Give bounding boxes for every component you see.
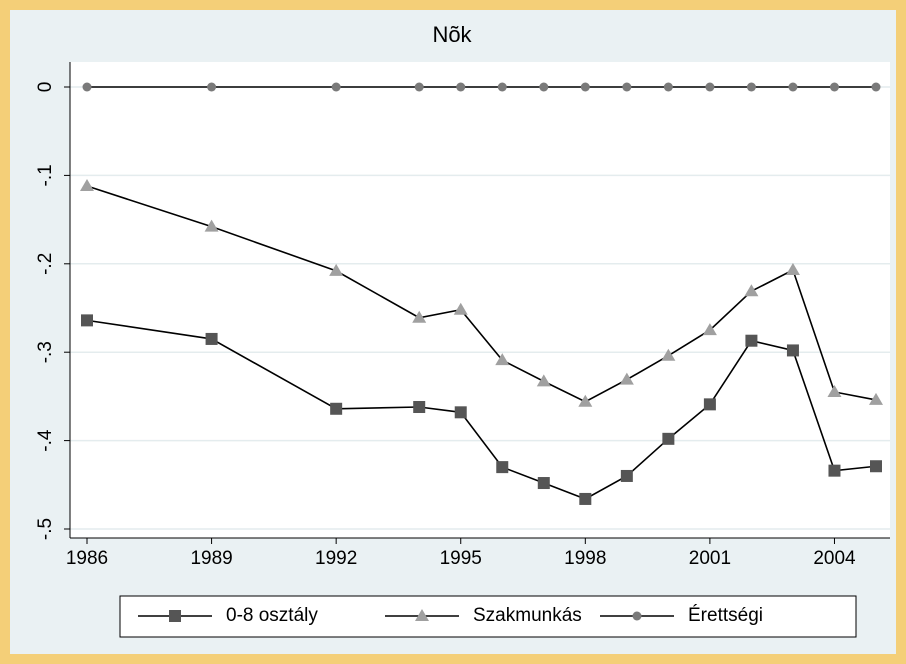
marker [82,82,92,92]
marker [703,398,716,411]
marker [869,392,883,405]
marker [331,82,341,92]
marker [871,82,881,92]
marker [578,394,593,407]
x-tick-label: 1995 [440,548,482,569]
marker [786,344,799,357]
marker [414,82,424,92]
marker [413,401,426,414]
marker [828,464,841,477]
legend-label: 0-8 osztály [226,605,318,626]
y-tick-label: -.4 [35,429,56,452]
marker [705,82,715,92]
legend-label: Érettségi [688,605,763,626]
marker [415,609,429,621]
marker [81,314,93,327]
marker [827,384,842,397]
legend [119,595,857,638]
marker [539,82,549,92]
marker [495,353,510,366]
y-tick-label: -.5 [35,518,56,540]
marker [537,477,550,490]
y-tick-label: 0 [35,82,56,93]
marker [619,372,634,385]
marker [632,611,642,621]
legend-label: Szakmunkás [473,605,582,626]
marker [80,179,94,192]
x-tick-label: 1986 [66,548,108,569]
marker [620,469,633,482]
marker [497,82,507,92]
y-tick-label: -.1 [35,164,56,186]
y-tick-label: -.3 [35,341,56,363]
marker [169,610,181,622]
marker [870,460,882,473]
chart-title: Nõk [432,22,472,47]
marker [330,402,343,415]
marker [536,374,551,387]
marker [744,284,759,297]
x-tick-label: 1989 [190,548,232,569]
marker [788,82,798,92]
marker [204,219,219,232]
x-tick-label: 1992 [315,548,357,569]
marker [661,348,676,361]
marker [663,82,673,92]
marker [702,323,717,336]
marker [580,82,590,92]
marker [746,82,756,92]
y-tick-label: -.2 [35,253,56,275]
marker [453,302,468,315]
plot-region [70,62,890,538]
x-tick-label: 2004 [813,548,856,569]
marker [579,492,592,505]
marker [785,262,800,275]
marker [662,432,675,445]
marker [456,82,466,92]
marker [329,263,344,276]
marker [745,334,758,347]
marker [412,310,427,323]
marker [207,82,217,92]
marker [496,461,509,474]
marker [454,406,467,419]
x-tick-label: 1998 [564,548,606,569]
x-tick-label: 2001 [689,548,731,569]
marker [829,82,839,92]
marker [622,82,632,92]
marker [205,332,218,345]
